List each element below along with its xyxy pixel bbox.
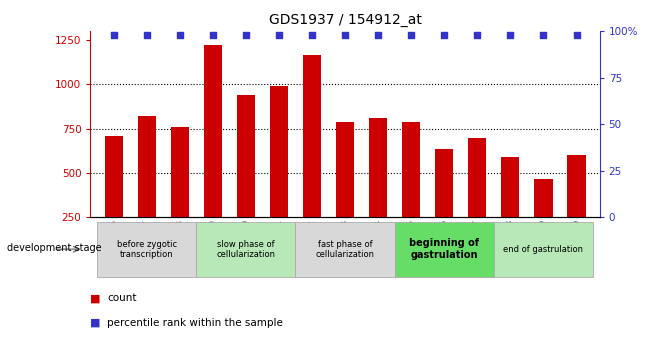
Bar bbox=[501, 157, 519, 262]
Bar bbox=[303, 55, 321, 262]
Bar bbox=[237, 95, 255, 262]
Bar bbox=[270, 86, 288, 262]
Text: development stage: development stage bbox=[7, 243, 101, 253]
FancyBboxPatch shape bbox=[97, 222, 196, 277]
Point bbox=[340, 32, 350, 38]
Point bbox=[505, 32, 516, 38]
Text: count: count bbox=[107, 294, 137, 303]
Text: fast phase of
cellularization: fast phase of cellularization bbox=[316, 239, 375, 259]
Point bbox=[174, 32, 185, 38]
Text: ■: ■ bbox=[90, 294, 101, 303]
Bar bbox=[535, 179, 553, 262]
Point bbox=[439, 32, 450, 38]
FancyBboxPatch shape bbox=[395, 222, 494, 277]
Bar bbox=[402, 121, 420, 262]
Text: end of gastrulation: end of gastrulation bbox=[503, 245, 584, 254]
FancyBboxPatch shape bbox=[196, 222, 295, 277]
Point bbox=[109, 32, 119, 38]
Point bbox=[208, 32, 218, 38]
Point bbox=[307, 32, 318, 38]
Text: percentile rank within the sample: percentile rank within the sample bbox=[107, 318, 283, 327]
Point bbox=[141, 32, 152, 38]
Bar bbox=[204, 45, 222, 262]
Point bbox=[538, 32, 549, 38]
Text: before zygotic
transcription: before zygotic transcription bbox=[117, 239, 177, 259]
Text: beginning of
gastrulation: beginning of gastrulation bbox=[409, 238, 479, 260]
Point bbox=[241, 32, 251, 38]
Bar bbox=[369, 118, 387, 262]
Bar bbox=[435, 149, 454, 262]
FancyBboxPatch shape bbox=[295, 222, 395, 277]
Point bbox=[571, 32, 582, 38]
Point bbox=[406, 32, 417, 38]
Bar bbox=[567, 155, 586, 262]
FancyBboxPatch shape bbox=[494, 222, 593, 277]
Bar bbox=[468, 138, 486, 262]
Point bbox=[273, 32, 284, 38]
Bar bbox=[336, 121, 354, 262]
Title: GDS1937 / 154912_at: GDS1937 / 154912_at bbox=[269, 13, 421, 27]
Bar bbox=[171, 127, 189, 262]
Text: slow phase of
cellularization: slow phase of cellularization bbox=[216, 239, 275, 259]
Bar bbox=[137, 116, 155, 262]
Point bbox=[472, 32, 482, 38]
Point bbox=[373, 32, 383, 38]
Bar bbox=[105, 136, 123, 262]
Text: ■: ■ bbox=[90, 318, 101, 327]
